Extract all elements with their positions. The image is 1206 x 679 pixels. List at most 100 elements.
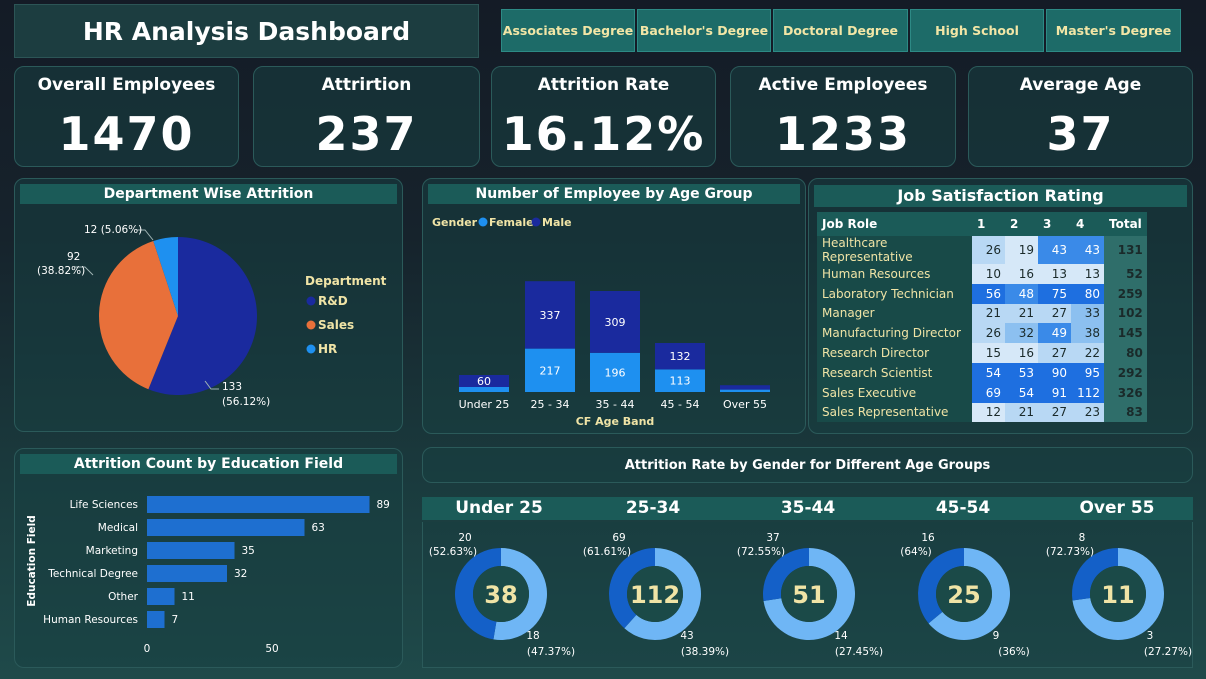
donut-center — [627, 566, 683, 622]
bar-male[interactable] — [590, 291, 640, 353]
table-header: 3 — [1038, 212, 1071, 236]
bar-male[interactable] — [655, 343, 705, 370]
x-tick-50: 50 — [265, 643, 278, 655]
rating-cell: 19 — [1005, 236, 1038, 264]
bar-male[interactable] — [525, 281, 575, 349]
donut-segment-top[interactable] — [1072, 548, 1164, 640]
filter-masters-degree[interactable]: Master's Degree — [1046, 9, 1181, 52]
donut-svg: 3820(52.63%)18(47.37%)11269(61.61%)43(38… — [429, 532, 1192, 658]
rating-cell: 26 — [972, 236, 1005, 264]
table-header: Total — [1104, 212, 1147, 236]
total-cell: 83 — [1104, 402, 1147, 423]
rating-cell: 27 — [1038, 402, 1071, 423]
y-tick-label: Marketing — [86, 545, 138, 557]
filter-high-school[interactable]: High School — [910, 9, 1044, 52]
rating-cell: 43 — [1038, 236, 1071, 264]
job-role-cell: Sales Executive — [817, 382, 972, 403]
legend-title: Department — [305, 274, 387, 288]
rating-cell: 27 — [1038, 343, 1071, 363]
kpi-value: 1470 — [58, 107, 195, 161]
rating-cell: 21 — [972, 303, 1005, 324]
rating-cell: 27 — [1038, 303, 1071, 324]
donut-label-bottom-pct: (27.27%) — [1144, 646, 1192, 658]
total-cell: 80 — [1104, 343, 1147, 363]
edu-bar[interactable] — [147, 611, 165, 628]
bar-female[interactable] — [655, 369, 705, 392]
edu-bar[interactable] — [147, 588, 175, 605]
y-tick-label: Human Resources — [43, 614, 138, 626]
donut-label-top-value: 16 — [921, 532, 935, 544]
edu-bar[interactable] — [147, 496, 370, 513]
bar-label-female: 113 — [670, 375, 691, 388]
donut-label-top-pct: (52.63%) — [429, 546, 477, 558]
edu-bar-svg: Education Field Life Sciences 89 Medical 63… — [26, 496, 390, 655]
bar-value-label: 63 — [312, 522, 325, 534]
donut-center — [473, 566, 529, 622]
donut-label-top-pct: (61.61%) — [583, 546, 631, 558]
bar-female[interactable] — [720, 389, 770, 392]
donut-segment-top[interactable] — [493, 548, 547, 640]
donut-total: 25 — [947, 581, 980, 609]
donut-center — [1090, 566, 1146, 622]
bar-label-male: 337 — [540, 309, 561, 322]
bar-male[interactable] — [720, 385, 770, 390]
pie-group — [99, 237, 257, 395]
pie-slice-sales[interactable] — [99, 240, 178, 390]
donut-label-bottom-pct: (38.39%) — [681, 646, 729, 658]
kpi-card-active-employees: Active Employees 1233 — [730, 66, 956, 167]
kpi-value: 237 — [315, 107, 418, 161]
rating-cell: 75 — [1038, 283, 1071, 304]
rating-cell: 12 — [972, 402, 1005, 423]
rating-cell: 13 — [1038, 264, 1071, 284]
rating-cell: 26 — [972, 323, 1005, 344]
pie-label-sales-value: 92 — [67, 251, 80, 263]
bar-female[interactable] — [590, 352, 640, 392]
rating-cell: 48 — [1005, 283, 1038, 304]
table-row: Sales Representative 12 21 27 23 83 — [817, 402, 1147, 423]
table-row: Healthcare Representative 26 19 43 43 131 — [817, 236, 1147, 264]
x-tick-0: 0 — [144, 643, 151, 655]
legend-item-female: Female — [489, 216, 534, 229]
bar-male[interactable] — [459, 375, 509, 387]
legend-dot-male — [531, 217, 541, 227]
donut-segment-bottom[interactable] — [763, 548, 809, 602]
pie-slice-hr[interactable] — [153, 237, 178, 316]
total-cell: 145 — [1104, 323, 1147, 344]
rating-cell: 23 — [1071, 402, 1104, 423]
bar-female[interactable] — [525, 348, 575, 392]
donut-segment-top[interactable] — [928, 548, 1010, 640]
donut-segment-bottom[interactable] — [918, 548, 964, 624]
donut-segment-bottom[interactable] — [454, 548, 501, 640]
donut-segment-bottom[interactable] — [1072, 548, 1118, 601]
x-axis-label: CF Age Band — [576, 415, 655, 428]
rating-cell: 13 — [1071, 264, 1104, 284]
table-row: Human Resources 10 16 13 13 52 — [817, 264, 1147, 284]
edu-bar[interactable] — [147, 565, 227, 582]
filter-associates-degree[interactable]: Associates Degree — [501, 9, 635, 52]
x-tick-label: Over 55 — [723, 398, 767, 411]
donut-label-bottom-value: 14 — [834, 630, 848, 642]
kpi-value: 1233 — [774, 107, 912, 161]
donut-panel: 38 20 (52.63%) 18 (47.37%) 112 69 (61.61%) 43 (38… — [422, 522, 1193, 668]
bar-female[interactable] — [459, 387, 509, 392]
total-cell: 259 — [1104, 283, 1147, 304]
y-axis-label: Education Field — [26, 515, 38, 606]
rating-cell: 53 — [1005, 362, 1038, 383]
section-title: Attrition Rate by Gender for Different A… — [624, 457, 991, 473]
donut-segment-top[interactable] — [624, 548, 701, 640]
filter-doctoral-degree[interactable]: Doctoral Degree — [773, 9, 908, 52]
rating-cell: 54 — [972, 362, 1005, 383]
donut-segment-top[interactable] — [763, 548, 856, 640]
kpi-card-overall-employees: Overall Employees 1470 — [14, 66, 239, 167]
edu-bar[interactable] — [147, 542, 235, 559]
bar-label-female: 217 — [540, 364, 561, 377]
bar-value-label: 89 — [377, 499, 390, 511]
kpi-card-average-age: Average Age 37 — [968, 66, 1193, 167]
legend-dot-rd — [306, 296, 316, 306]
filter-bachelors-degree[interactable]: Bachelor's Degree — [637, 9, 771, 52]
total-cell: 52 — [1104, 264, 1147, 284]
donut-label-bottom-value: 9 — [993, 630, 1000, 642]
edu-bar[interactable] — [147, 519, 305, 536]
pie-slice-rd[interactable] — [148, 237, 257, 395]
donut-segment-bottom[interactable] — [609, 548, 655, 629]
